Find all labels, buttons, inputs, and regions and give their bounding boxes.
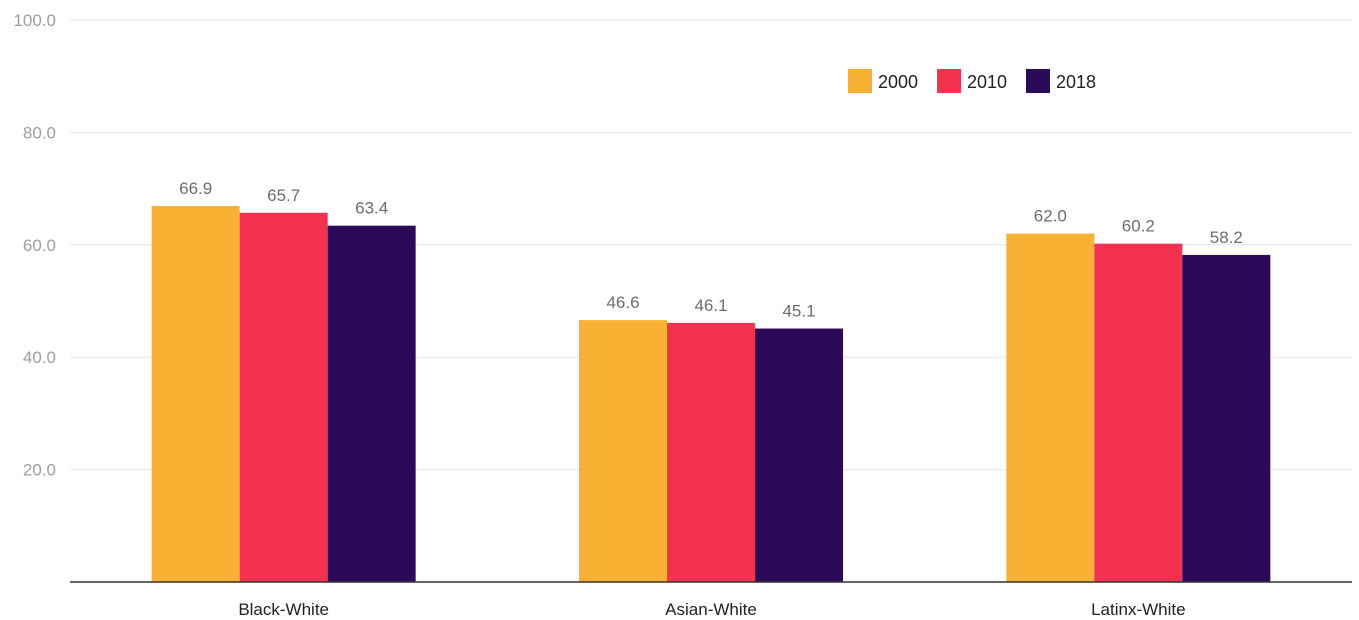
bar <box>1094 243 1183 582</box>
legend-swatch <box>1026 69 1050 93</box>
data-label: 62.0 <box>1034 207 1067 226</box>
data-label: 66.9 <box>179 179 212 198</box>
legend: 2000 2010 2018 <box>848 69 1096 93</box>
y-axis-ticks: 20.0 40.0 60.0 80.0 100.0 <box>13 11 56 480</box>
x-category-label: Black-White <box>238 600 329 619</box>
legend-swatch <box>848 69 872 93</box>
bar <box>1006 233 1095 582</box>
legend-swatch <box>937 69 961 93</box>
legend-label: 2010 <box>967 72 1007 92</box>
data-label: 65.7 <box>267 186 300 205</box>
bars <box>151 206 1271 583</box>
y-tick-label: 60.0 <box>23 236 56 255</box>
bar <box>327 225 416 582</box>
bar <box>239 212 328 583</box>
bar <box>667 322 755 582</box>
x-category-label: Asian-White <box>665 600 757 619</box>
y-tick-label: 40.0 <box>23 348 56 367</box>
data-label: 46.1 <box>694 296 727 315</box>
data-label: 45.1 <box>782 302 815 321</box>
y-tick-label: 80.0 <box>23 123 56 142</box>
bar <box>1182 254 1271 582</box>
data-labels: 66.9 65.7 63.4 46.6 46.1 45.1 62.0 60.2 58.2 <box>179 179 1243 321</box>
legend-label: 2018 <box>1056 72 1096 92</box>
x-axis-categories: Black-White Asian-White Latinx-White <box>238 600 1185 619</box>
data-label: 58.2 <box>1210 228 1243 247</box>
bar <box>579 320 667 582</box>
y-tick-label: 100.0 <box>13 11 56 30</box>
data-label: 46.6 <box>606 293 639 312</box>
y-tick-label: 20.0 <box>23 461 56 480</box>
legend-label: 2000 <box>878 72 918 92</box>
bar <box>755 328 843 582</box>
bar <box>151 206 240 582</box>
x-category-label: Latinx-White <box>1091 600 1185 619</box>
data-label: 60.2 <box>1122 217 1155 236</box>
data-label: 63.4 <box>355 199 388 218</box>
